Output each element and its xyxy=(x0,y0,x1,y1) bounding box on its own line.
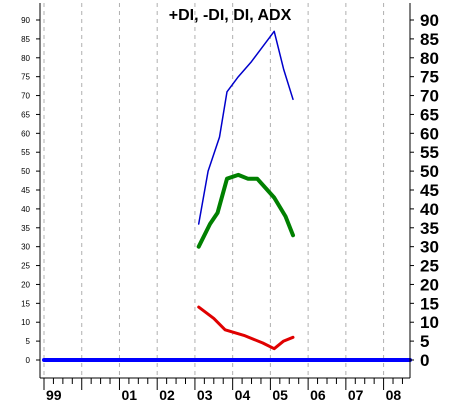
y-tick-label: 65 xyxy=(21,110,30,119)
x-tick-labels: 99 01 02 03 04 05 06 07 08 xyxy=(46,387,401,403)
y-tick-label: 40 xyxy=(21,205,30,214)
x-tick-label: 07 xyxy=(348,387,364,403)
y-tick-label: 60 xyxy=(21,129,30,138)
x-tick-label: 05 xyxy=(272,387,288,403)
axes xyxy=(36,3,414,390)
y-tick-label: 5 xyxy=(420,332,429,351)
x-tick-label: 02 xyxy=(159,387,175,403)
x-tick-label: 03 xyxy=(197,387,213,403)
x-tick-label: 99 xyxy=(46,387,62,403)
y-tick-label: 55 xyxy=(420,143,439,162)
y-tick-label: 65 xyxy=(420,105,439,124)
y-tick-label: 40 xyxy=(420,200,439,219)
y-tick-label: 50 xyxy=(420,162,439,181)
y-tick-label: 30 xyxy=(420,238,439,257)
y-tick-label: 55 xyxy=(21,148,30,157)
series-line xyxy=(197,305,295,351)
series-line xyxy=(196,172,295,249)
y-tick-label: 90 xyxy=(21,16,30,25)
y-tick-label: 10 xyxy=(420,313,439,332)
y-tick-label: 45 xyxy=(21,186,30,195)
y-tick-label: 0 xyxy=(26,356,31,365)
y-tick-label: 85 xyxy=(420,30,439,49)
series-lines xyxy=(42,30,412,362)
y-tick-label: 70 xyxy=(21,92,30,101)
grid-lines xyxy=(43,3,385,378)
y-tick-label: 15 xyxy=(21,299,30,308)
x-tick-label: 06 xyxy=(310,387,326,403)
y-tick-label: 45 xyxy=(420,181,439,200)
y-tick-label: 60 xyxy=(420,124,439,143)
y-tick-label: 15 xyxy=(420,294,439,313)
y-tick-label: 75 xyxy=(420,68,439,87)
y-tick-label: 85 xyxy=(21,35,30,44)
y-tick-label: 50 xyxy=(21,167,30,176)
y-tick-label: 35 xyxy=(420,219,439,238)
y-tick-label: 75 xyxy=(21,73,30,82)
chart-title: +DI, -DI, DI, ADX xyxy=(169,7,292,24)
y-tick-label: 80 xyxy=(420,49,439,68)
y-tick-label: 30 xyxy=(21,243,30,252)
y-tick-label: 35 xyxy=(21,224,30,233)
y-tick-label: 20 xyxy=(21,280,30,289)
series-line xyxy=(197,30,294,225)
left-y-tick-labels: 0 5 10 15 20 25 30 35 40 45 50 55 60 65 70 75 80 85 90 xyxy=(21,16,30,365)
x-tick-label: 04 xyxy=(235,387,251,403)
y-tick-label: 5 xyxy=(26,337,31,346)
y-tick-label: 80 xyxy=(21,54,30,63)
y-tick-label: 25 xyxy=(21,262,30,271)
x-tick-label: 01 xyxy=(121,387,137,403)
y-tick-label: 0 xyxy=(420,351,429,370)
y-tick-label: 10 xyxy=(21,318,30,327)
y-tick-label: 25 xyxy=(420,257,439,276)
y-tick-label: 70 xyxy=(420,87,439,106)
y-tick-label: 90 xyxy=(420,11,439,30)
x-tick-label: 08 xyxy=(386,387,402,403)
y-tick-label: 20 xyxy=(420,275,439,294)
